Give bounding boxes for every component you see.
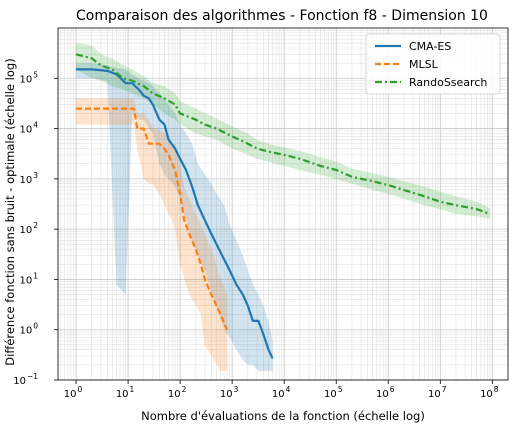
x-tick-exponent: 8 <box>494 385 499 394</box>
y-axis-label: Différence fonction sans bruit - optimal… <box>3 58 17 365</box>
confidence-band <box>76 43 490 219</box>
legend: CMA-ES MLSL RandoSsearch <box>365 33 501 95</box>
x-axis-label: Nombre d'évaluations de la fonction (éch… <box>141 409 425 423</box>
legend-label: MLSL <box>409 58 439 71</box>
y-tick-exponent: 4 <box>33 121 38 130</box>
confidence-bands <box>76 43 490 372</box>
series-line <box>76 68 274 359</box>
x-tick-exponent: 3 <box>234 385 239 394</box>
x-tick-exponent: 1 <box>130 385 135 394</box>
series-line <box>76 107 229 331</box>
x-tick-exponent: 2 <box>182 385 187 394</box>
y-tick-exponent: 3 <box>33 171 38 180</box>
legend-label: RandoSsearch <box>409 76 487 89</box>
chart-title: Comparaison des algorithmes - Fonction f… <box>76 8 488 24</box>
y-tick-exponent: 1 <box>33 271 38 280</box>
x-tick-exponent: 0 <box>78 385 83 394</box>
x-tick-exponent: 7 <box>442 385 447 394</box>
confidence-band <box>76 98 228 372</box>
legend-box <box>365 33 501 95</box>
y-tick-exponent: 2 <box>33 221 38 230</box>
y-tick-exponent: 0 <box>33 322 38 331</box>
x-tick-exponent: 6 <box>390 385 395 394</box>
plot-frame <box>57 27 509 381</box>
x-tick-exponent: 5 <box>338 385 343 394</box>
series-lines <box>75 53 491 359</box>
legend-label: CMA-ES <box>409 40 451 53</box>
series-line <box>75 53 491 216</box>
y-tick-exponent: −1 <box>27 372 38 381</box>
y-tick-exponent: 5 <box>33 70 38 79</box>
confidence-band <box>76 63 273 372</box>
minor-grid <box>58 28 508 380</box>
x-tick-exponent: 4 <box>286 385 291 394</box>
